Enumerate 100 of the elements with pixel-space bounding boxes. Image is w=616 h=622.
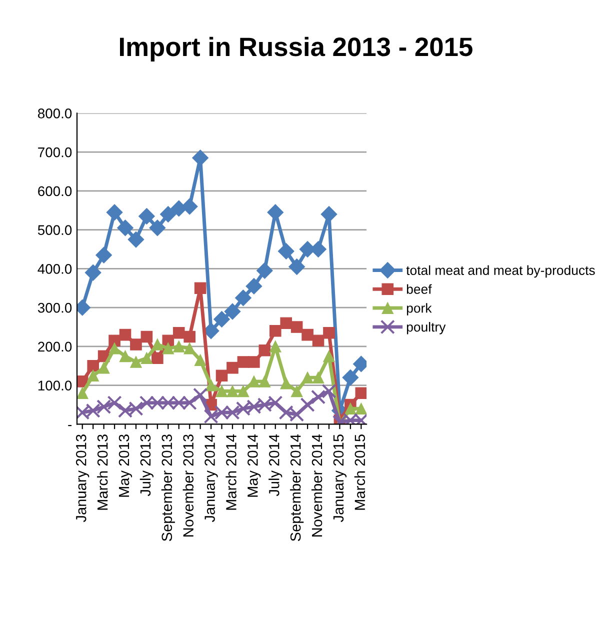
point <box>312 334 324 347</box>
point <box>205 379 217 392</box>
x-tick-label: July 2013 <box>140 434 154 496</box>
x-tick-label: November 2013 <box>182 434 194 536</box>
y-tick-label: 300.0 <box>38 302 72 313</box>
x-tick-label: January 2015 <box>333 434 347 522</box>
legend-label: poultry <box>406 322 446 334</box>
y-tick-label: 500.0 <box>38 225 72 235</box>
point <box>96 246 112 264</box>
point <box>108 342 120 354</box>
point <box>152 352 164 364</box>
point <box>84 264 102 281</box>
x-tick-label: May 2013 <box>118 434 132 497</box>
point <box>119 328 132 341</box>
point <box>224 303 241 320</box>
y-tick-label: - <box>68 425 72 426</box>
point <box>267 204 284 221</box>
point <box>194 354 206 366</box>
y-tick-label: 200.0 <box>38 342 72 352</box>
point <box>77 387 88 400</box>
point <box>98 362 110 374</box>
point <box>130 356 142 368</box>
point <box>87 370 99 382</box>
point <box>216 370 228 382</box>
x-tick-label: January 2013 <box>76 434 90 522</box>
point <box>256 262 273 279</box>
y-tick-label: 600.0 <box>38 186 72 196</box>
point <box>290 321 303 333</box>
point <box>181 198 198 215</box>
point <box>323 350 335 362</box>
point <box>140 330 153 343</box>
point <box>204 409 218 424</box>
point <box>96 399 112 414</box>
point <box>194 282 206 294</box>
x-tick-label: March 2015 <box>354 434 366 510</box>
point <box>280 377 292 390</box>
y-tick-label: 800.0 <box>38 108 72 118</box>
x-tick-label: May 2014 <box>248 434 261 497</box>
point <box>342 369 359 386</box>
point <box>128 231 144 248</box>
x-tick-label: March 2014 <box>226 434 236 510</box>
point <box>322 384 336 398</box>
chart-title: Import in Russia 2013 - 2015 <box>120 36 472 62</box>
point <box>192 150 209 166</box>
point <box>355 387 367 400</box>
point <box>152 338 164 350</box>
point <box>108 334 120 347</box>
point <box>280 317 292 330</box>
y-tick-label: 400.0 <box>38 264 72 274</box>
point <box>119 350 132 362</box>
legend-label: beef <box>406 284 432 294</box>
y-tick-label: 700.0 <box>38 147 72 158</box>
point <box>302 328 314 341</box>
x-tick-label: January 2014 <box>204 434 218 522</box>
point <box>130 338 142 350</box>
point <box>278 243 294 260</box>
point <box>344 402 356 415</box>
point <box>184 330 196 343</box>
point <box>310 390 326 404</box>
point <box>162 342 174 354</box>
x-tick-label: July 2014 <box>268 434 282 496</box>
point <box>106 204 123 221</box>
point <box>235 290 252 306</box>
point <box>226 362 238 374</box>
point <box>246 278 262 294</box>
legend-label: pork <box>406 303 432 316</box>
point <box>300 397 315 412</box>
point <box>184 342 196 354</box>
point <box>323 326 335 339</box>
point <box>193 388 208 402</box>
point <box>258 344 271 356</box>
point <box>290 385 303 398</box>
point <box>107 396 122 410</box>
point <box>237 356 250 368</box>
x-tick-label: September 2013 <box>161 434 175 542</box>
point <box>269 325 282 337</box>
point <box>172 326 185 339</box>
x-tick-label: March 2013 <box>97 434 108 510</box>
point <box>214 311 230 328</box>
point <box>216 385 228 398</box>
point <box>172 340 185 352</box>
point <box>248 356 260 368</box>
point <box>237 385 250 398</box>
point <box>140 352 153 364</box>
point <box>117 220 134 236</box>
point <box>355 402 367 415</box>
point <box>320 206 338 222</box>
point <box>269 340 282 352</box>
y-tick-label: 100.0 <box>38 380 72 390</box>
legend-label: total meat and meat by-products <box>406 265 595 278</box>
point <box>312 372 324 384</box>
point <box>258 376 271 388</box>
point <box>160 206 176 222</box>
point <box>302 372 314 384</box>
point <box>288 258 306 275</box>
point <box>138 208 155 224</box>
point <box>226 385 238 398</box>
point <box>149 220 166 236</box>
point <box>87 360 99 372</box>
x-tick-label: November 2014 <box>311 434 322 536</box>
